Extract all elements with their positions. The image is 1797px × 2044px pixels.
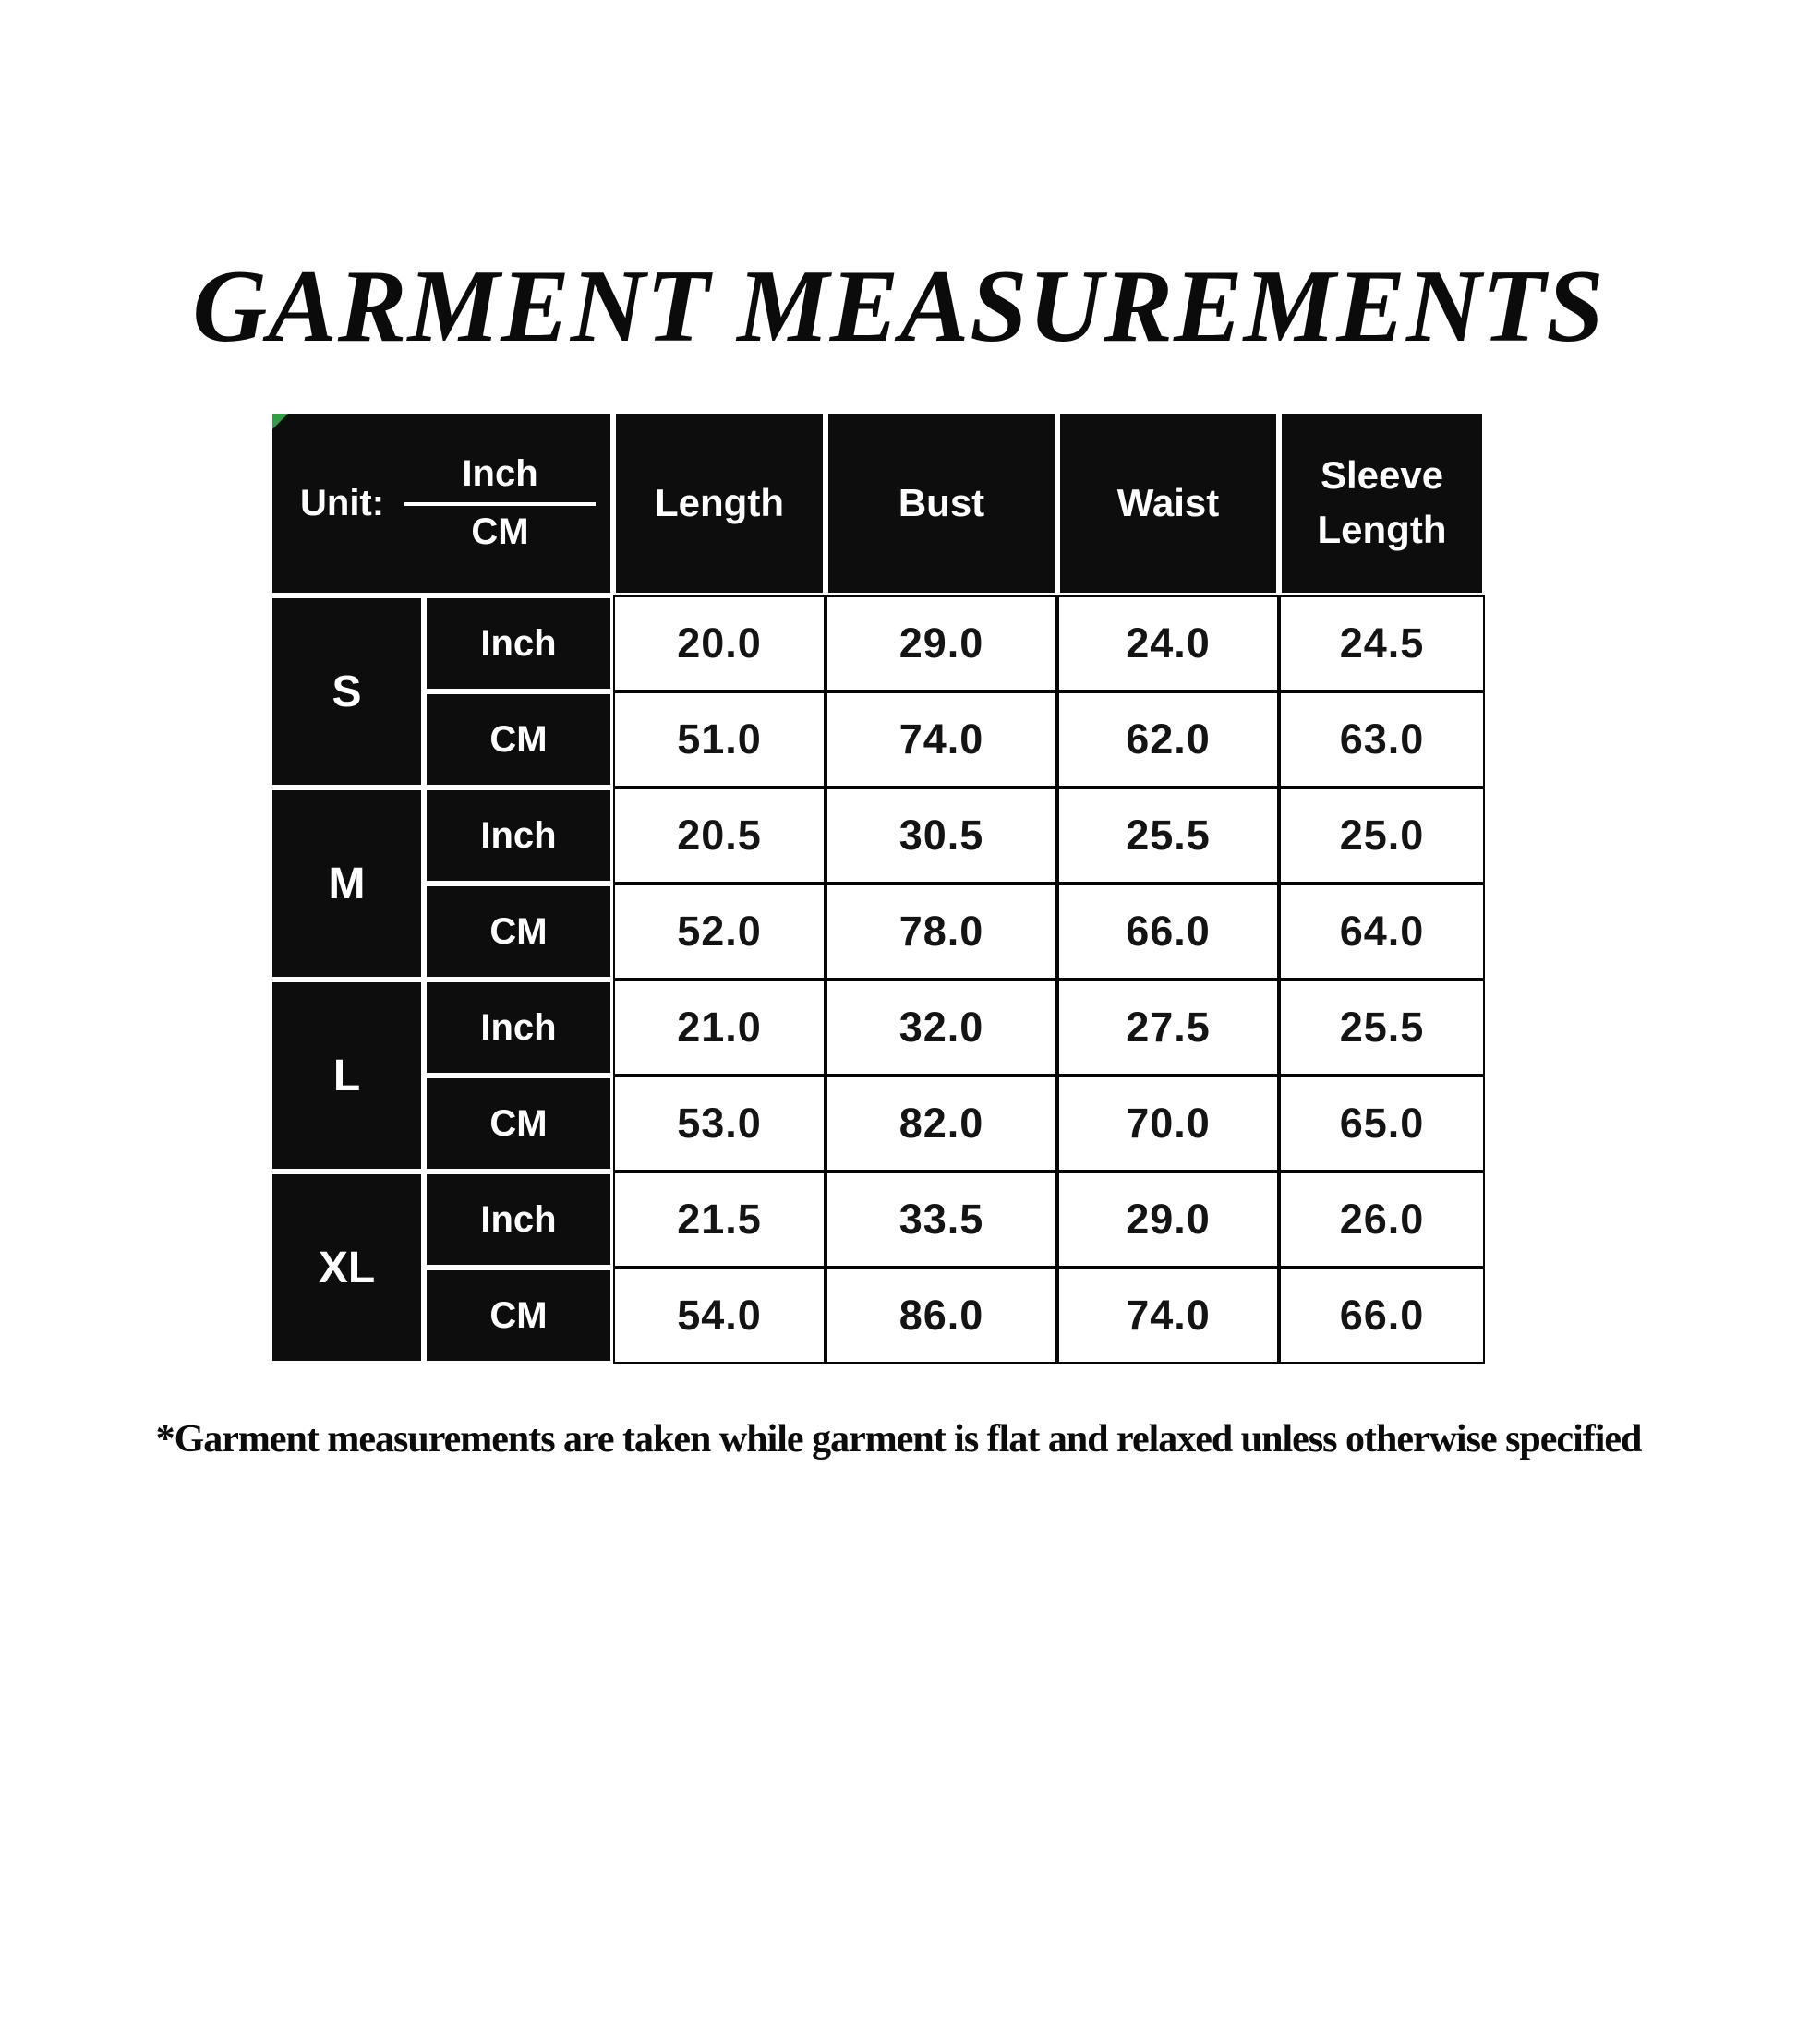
spreadsheet-corner-marker-icon <box>272 414 288 429</box>
measurement-cell: 63.0 <box>1279 691 1485 788</box>
measurement-cell: 52.0 <box>613 884 826 980</box>
size-label-xl: XL <box>270 1172 424 1364</box>
table-row: CM 53.0 82.0 70.0 65.0 <box>270 1076 1485 1172</box>
size-label-l: L <box>270 980 424 1172</box>
unit-row-label: Inch <box>424 788 613 884</box>
table-row: CM 51.0 74.0 62.0 63.0 <box>270 691 1485 788</box>
column-header-bust: Bust <box>826 411 1057 595</box>
measurement-cell: 86.0 <box>826 1268 1057 1364</box>
measurement-cell: 51.0 <box>613 691 826 788</box>
measurement-cell: 32.0 <box>826 980 1057 1076</box>
measurement-cell: 29.0 <box>1057 1172 1279 1268</box>
measurement-cell: 26.0 <box>1279 1172 1485 1268</box>
unit-label: Unit: <box>300 482 385 523</box>
measurement-cell: 65.0 <box>1279 1076 1485 1172</box>
measurement-cell: 74.0 <box>1057 1268 1279 1364</box>
unit-option-inch: Inch <box>404 453 596 506</box>
measurement-cell: 53.0 <box>613 1076 826 1172</box>
measurement-cell: 54.0 <box>613 1268 826 1364</box>
page-title: GARMENT MEASUREMENTS <box>192 249 1605 364</box>
size-chart-container: Unit: Inch CM Length Bust Waist Sleeve L… <box>270 411 1797 1364</box>
measurement-cell: 25.5 <box>1057 788 1279 884</box>
measurement-cell: 25.5 <box>1279 980 1485 1076</box>
unit-row-label: CM <box>424 691 613 788</box>
table-row: CM 52.0 78.0 66.0 64.0 <box>270 884 1485 980</box>
unit-fraction: Inch CM <box>404 453 596 553</box>
unit-header-content: Unit: Inch CM <box>272 453 610 553</box>
size-label-m: M <box>270 788 424 980</box>
unit-row-label: CM <box>424 884 613 980</box>
measurement-cell: 20.0 <box>613 595 826 691</box>
size-chart-table: Unit: Inch CM Length Bust Waist Sleeve L… <box>270 411 1485 1364</box>
measurement-cell: 66.0 <box>1279 1268 1485 1364</box>
table-row: XL Inch 21.5 33.5 29.0 26.0 <box>270 1172 1485 1364</box>
measurement-cell: 25.0 <box>1279 788 1485 884</box>
measurement-cell: 64.0 <box>1279 884 1485 980</box>
measurement-cell: 62.0 <box>1057 691 1279 788</box>
measurement-cell: 70.0 <box>1057 1076 1279 1172</box>
column-header-length: Length <box>613 411 826 595</box>
unit-row-label: CM <box>424 1268 613 1364</box>
measurement-cell: 21.5 <box>613 1172 826 1268</box>
table-row: CM 54.0 86.0 74.0 66.0 <box>270 1268 1485 1364</box>
measurement-cell: 82.0 <box>826 1076 1057 1172</box>
measurement-cell: 78.0 <box>826 884 1057 980</box>
size-label-s: S <box>270 595 424 788</box>
table-row: L Inch 21.0 32.0 27.5 25.5 <box>270 980 1485 1172</box>
unit-row-label: CM <box>424 1076 613 1172</box>
unit-row-label: Inch <box>424 595 613 691</box>
table-row: S Inch 20.0 29.0 24.0 24.5 <box>270 595 1485 788</box>
unit-header-cell: Unit: Inch CM <box>270 411 613 595</box>
column-header-waist: Waist <box>1057 411 1279 595</box>
unit-row-label: Inch <box>424 980 613 1076</box>
measurement-cell: 24.0 <box>1057 595 1279 691</box>
measurement-cell: 21.0 <box>613 980 826 1076</box>
measurement-cell: 66.0 <box>1057 884 1279 980</box>
measurement-cell: 30.5 <box>826 788 1057 884</box>
measurement-cell: 20.5 <box>613 788 826 884</box>
measurement-cell: 33.5 <box>826 1172 1057 1268</box>
table-row: M Inch 20.5 30.5 25.5 25.0 <box>270 788 1485 980</box>
column-header-sleeve-length: Sleeve Length <box>1279 411 1485 595</box>
unit-row-label: Inch <box>424 1172 613 1268</box>
measurement-cell: 27.5 <box>1057 980 1279 1076</box>
unit-option-cm: CM <box>471 511 529 552</box>
measurement-cell: 24.5 <box>1279 595 1485 691</box>
measurement-cell: 29.0 <box>826 595 1057 691</box>
footnote: *Garment measurements are taken while ga… <box>155 1418 1643 1461</box>
table-header-row: Unit: Inch CM Length Bust Waist Sleeve L… <box>270 411 1485 595</box>
measurement-cell: 74.0 <box>826 691 1057 788</box>
